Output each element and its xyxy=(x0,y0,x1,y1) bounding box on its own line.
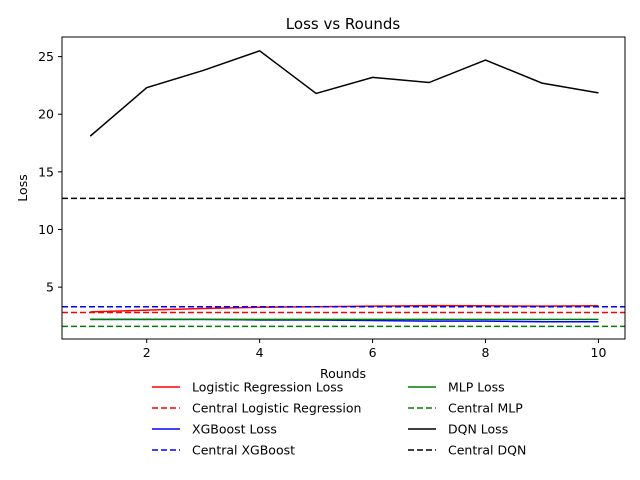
legend-label: MLP Loss xyxy=(448,380,505,395)
x-axis-label: Rounds xyxy=(320,366,366,381)
x-tick-label: 8 xyxy=(482,345,490,360)
legend-label: Logistic Regression Loss xyxy=(192,380,343,395)
x-tick-label: 4 xyxy=(256,345,264,360)
legend-label: Central XGBoost xyxy=(192,443,295,458)
legend: Logistic Regression Loss Central Logistic… xyxy=(152,380,526,458)
x-tick-label: 10 xyxy=(591,345,607,360)
plot-frame xyxy=(61,36,626,340)
series-layer xyxy=(62,49,625,328)
y-axis-label: Loss xyxy=(15,174,30,201)
legend-item-central-dqn: Central DQN xyxy=(408,443,526,458)
legend-item-central-logistic-regression: Central Logistic Regression xyxy=(152,401,361,416)
x-tick-label: 2 xyxy=(143,345,151,360)
legend-item-central-xgboost: Central XGBoost xyxy=(152,443,295,458)
legend-label: Central Logistic Regression xyxy=(192,401,361,416)
legend-label: XGBoost Loss xyxy=(192,422,277,437)
legend-item-central-mlp: Central MLP xyxy=(408,401,523,416)
chart-title: Loss vs Rounds xyxy=(286,15,401,33)
y-tick-label: 10 xyxy=(38,222,54,237)
legend-item-xgboost-loss: XGBoost Loss xyxy=(152,422,277,437)
legend-item-logistic-regression-loss: Logistic Regression Loss xyxy=(152,380,343,395)
y-tick-label: 15 xyxy=(38,164,54,179)
series-line-dqn-loss xyxy=(89,49,599,137)
y-axis-ticks: 5 10 15 20 25 xyxy=(38,49,62,295)
y-tick-label: 20 xyxy=(38,107,54,122)
legend-label: Central DQN xyxy=(448,443,526,458)
legend-item-dqn-loss: DQN Loss xyxy=(408,422,508,437)
legend-label: DQN Loss xyxy=(448,422,508,437)
x-tick-label: 6 xyxy=(369,345,377,360)
x-axis-ticks: 2 4 6 8 10 xyxy=(143,339,607,360)
y-tick-label: 5 xyxy=(46,280,54,295)
legend-item-mlp-loss: MLP Loss xyxy=(408,380,505,395)
legend-label: Central MLP xyxy=(448,401,523,416)
y-tick-label: 25 xyxy=(38,49,54,64)
